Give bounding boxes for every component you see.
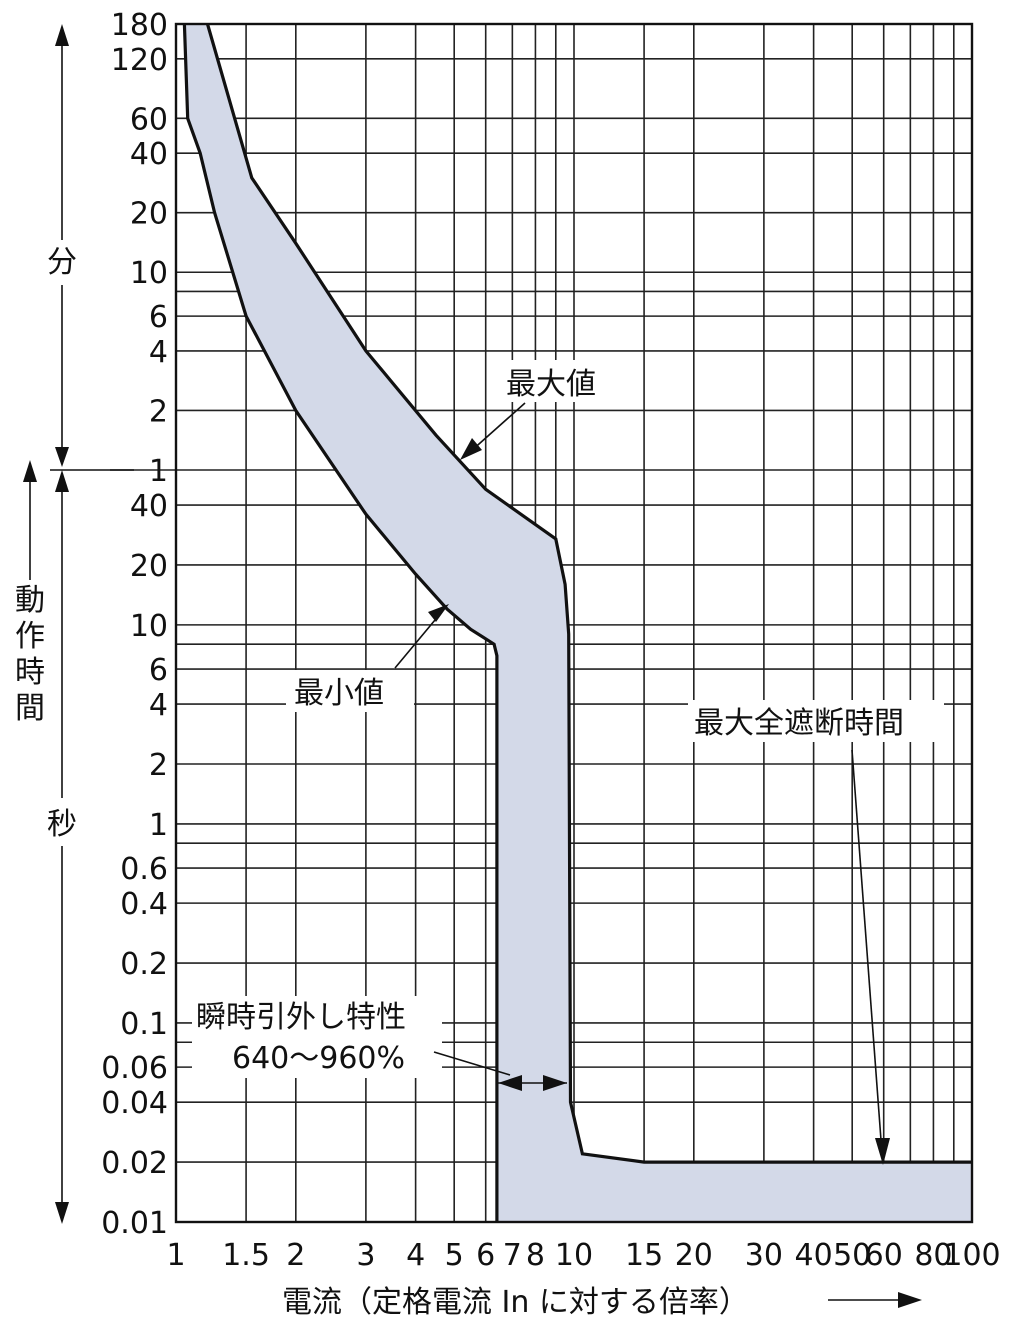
instant-trip-arrow-right <box>543 1075 567 1091</box>
seconds-unit-label: 秒 <box>47 807 77 842</box>
x-tick-label: 2 <box>286 1238 305 1273</box>
seconds-range-arrowhead-top <box>55 470 69 492</box>
y-tick-label-minutes: 2 <box>149 394 168 429</box>
x-tick-label: 60 <box>865 1238 903 1273</box>
y-tick-label-seconds: 20 <box>130 549 168 584</box>
annotations: 最大値 最小値 最大全遮断時間 瞬時引外し特性 640〜960% <box>192 360 944 1165</box>
ylabel-arrowhead <box>23 460 37 482</box>
min-label-bg <box>286 670 414 712</box>
grid-layer <box>110 24 972 1222</box>
minutes-range-arrowhead-bottom <box>55 447 69 467</box>
y-tick-labels: 18012060402010642140201064210.60.40.20.1… <box>101 8 168 1241</box>
y-tick-label-seconds: 0.2 <box>120 947 168 982</box>
x-axis-label: 電流（定格電流 In に対する倍率） <box>282 1285 749 1320</box>
y-tick-label-seconds: 0.06 <box>101 1051 168 1086</box>
max-curve <box>205 23 972 1164</box>
plot-frame <box>174 22 974 1224</box>
instant-trip-arrow-left <box>498 1075 522 1091</box>
max-value-arrowhead <box>460 438 482 460</box>
y-axis-unit-indicators: 分 秒 動作時間 <box>15 24 134 1224</box>
max-value-leader <box>469 402 526 453</box>
x-tick-label: 40 <box>795 1238 833 1273</box>
curve-layer <box>182 23 972 1222</box>
min-value-arrowhead <box>428 604 449 622</box>
x-tick-label: 3 <box>356 1238 375 1273</box>
max-total-break-arrowhead <box>875 1138 890 1165</box>
max-total-break-leader <box>851 749 882 1141</box>
y-tick-label-minutes: 4 <box>149 335 168 370</box>
x-axis-direction-arrowhead <box>898 1292 922 1308</box>
y-tick-label-seconds: 40 <box>130 489 168 524</box>
x-tick-label: 1.5 <box>222 1238 270 1273</box>
y-tick-label-minutes: 10 <box>130 256 168 291</box>
y-tick-label-seconds: 6 <box>149 653 168 688</box>
seconds-range-arrowhead-bottom <box>55 1202 69 1224</box>
y-tick-label-seconds: 0.04 <box>101 1086 168 1121</box>
instant-trip-label: 瞬時引外し特性 <box>196 1000 406 1035</box>
y-tick-label-seconds: 10 <box>130 609 168 644</box>
x-tick-label: 4 <box>406 1238 425 1273</box>
x-tick-label: 50 <box>833 1238 871 1273</box>
y-tick-label-minutes: 180 <box>111 8 168 43</box>
instant-trip-leader <box>433 1051 511 1076</box>
min-curve <box>182 23 499 1222</box>
y-axis-label: 動作時間 <box>15 583 45 726</box>
y-tick-label-seconds: 0.4 <box>120 887 168 922</box>
y-tick-label-seconds: 1 <box>149 808 168 843</box>
max-break-label-bg <box>688 700 944 742</box>
min-value-label: 最小値 <box>294 676 384 711</box>
y-tick-label-minutes: 60 <box>130 102 168 137</box>
x-tick-label: 1 <box>166 1238 185 1273</box>
min-value-leader <box>394 613 441 669</box>
x-tick-label: 6 <box>476 1238 495 1273</box>
max-label-bg <box>498 360 626 402</box>
y-tick-label-minutes: 120 <box>111 43 168 78</box>
x-tick-label: 80 <box>914 1238 952 1273</box>
x-tick-label: 10 <box>555 1238 593 1273</box>
y-tick-label-seconds: 0.6 <box>120 852 168 887</box>
max-value-label: 最大値 <box>506 367 596 402</box>
y-tick-label-minutes: 20 <box>130 197 168 232</box>
x-tick-label: 8 <box>526 1238 545 1273</box>
x-tick-label: 5 <box>445 1238 464 1273</box>
y-tick-label-seconds: 2 <box>149 748 168 783</box>
x-tick-label: 15 <box>625 1238 663 1273</box>
y-tick-label-minutes: 1 <box>149 454 168 489</box>
max-total-break-time-label: 最大全遮断時間 <box>694 706 904 741</box>
y-tick-label-seconds: 4 <box>149 688 168 723</box>
y-tick-label-seconds: 0.02 <box>101 1146 168 1181</box>
x-tick-label: 100 <box>943 1238 1000 1273</box>
instant-trip-label-bg <box>192 996 442 1078</box>
x-tick-label: 20 <box>675 1238 713 1273</box>
y-tick-label-seconds: 0.01 <box>101 1206 168 1241</box>
x-tick-label: 7 <box>503 1238 522 1273</box>
x-tick-label: 30 <box>745 1238 783 1273</box>
minutes-unit-label: 分 <box>47 245 77 280</box>
y-tick-label-seconds: 0.1 <box>120 1007 168 1042</box>
minutes-range-arrowhead-top <box>55 24 69 46</box>
y-tick-label-minutes: 6 <box>149 300 168 335</box>
instant-trip-range-label: 640〜960% <box>232 1041 405 1076</box>
y-tick-label-minutes: 40 <box>130 137 168 172</box>
